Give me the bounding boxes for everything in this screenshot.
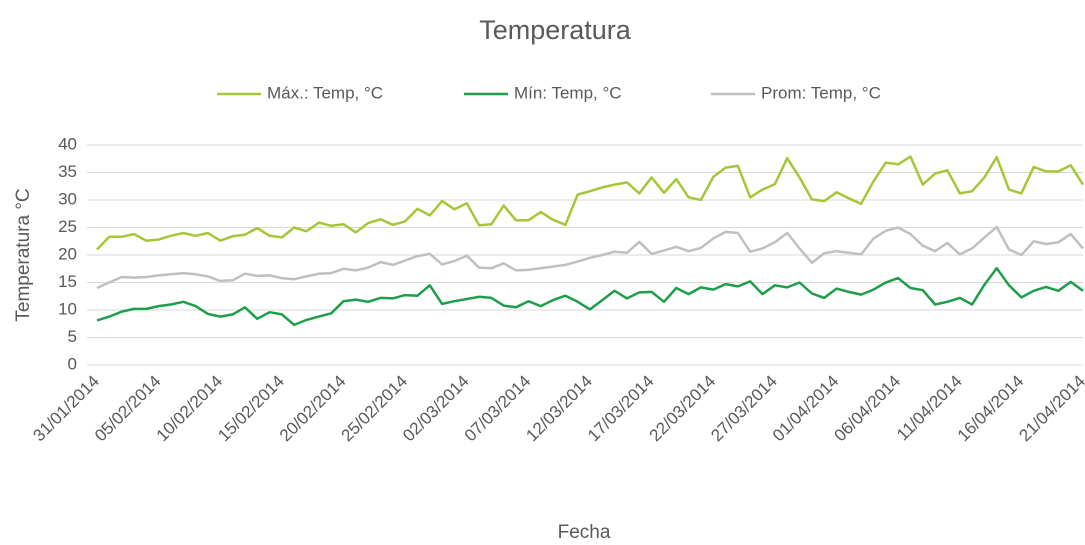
x-tick-label: 05/02/2014 (91, 372, 165, 446)
series-line (96, 266, 1084, 327)
x-tick-label: 27/03/2014 (707, 372, 781, 446)
y-tick-label: 10 (58, 299, 77, 318)
y-tick-label: 30 (58, 189, 77, 208)
y-tick-label: 25 (58, 217, 77, 236)
x-tick-label: 10/02/2014 (153, 372, 227, 446)
series-line (96, 155, 1085, 251)
legend-label: Prom: Temp, °C (761, 83, 881, 102)
legend-label: Máx.: Temp, °C (267, 83, 383, 102)
y-tick-label: 35 (58, 162, 77, 181)
x-tick-label: 12/03/2014 (522, 372, 596, 446)
x-tick-label: 07/03/2014 (461, 372, 535, 446)
x-tick-label: 16/04/2014 (954, 372, 1028, 446)
x-tick-label: 01/04/2014 (769, 372, 843, 446)
y-tick-label: 15 (58, 272, 77, 291)
x-axis-label: Fecha (558, 522, 611, 543)
y-tick-label: 5 (68, 327, 77, 346)
x-tick-label: 21/04/2014 (1015, 372, 1085, 446)
x-tick-label: 06/04/2014 (831, 372, 905, 446)
y-axis-label: Temperatura °C (13, 188, 34, 321)
legend-label: Mín: Temp, °C (514, 83, 622, 102)
x-tick-label: 25/02/2014 (338, 372, 412, 446)
y-tick-label: 40 (58, 134, 77, 153)
x-tick-label: 22/03/2014 (646, 372, 720, 446)
x-tick-label: 15/02/2014 (214, 372, 288, 446)
x-tick-label: 20/02/2014 (276, 372, 350, 446)
x-tick-label: 31/01/2014 (29, 372, 103, 446)
x-tick-label: 17/03/2014 (584, 372, 658, 446)
x-tick-label: 02/03/2014 (399, 372, 473, 446)
chart-title: Temperatura (479, 15, 632, 45)
y-tick-label: 0 (68, 354, 77, 373)
series-line (96, 225, 1084, 290)
y-tick-label: 20 (58, 244, 77, 263)
